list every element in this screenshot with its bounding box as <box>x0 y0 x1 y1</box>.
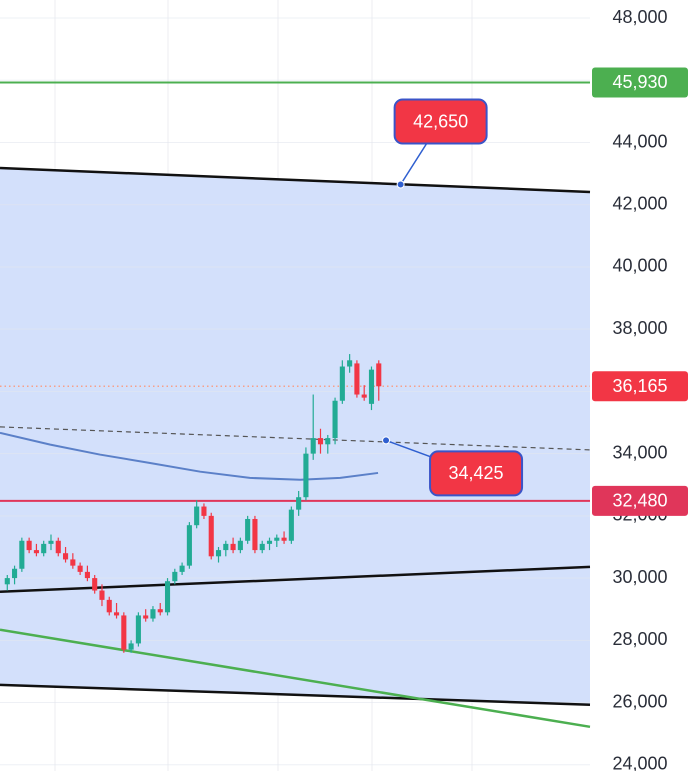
y-tick-label: 24,000 <box>612 754 667 771</box>
candle-body <box>26 540 32 551</box>
candle-body <box>128 643 134 650</box>
y-tick-label: 48,000 <box>612 7 667 27</box>
candle-body <box>317 438 324 445</box>
price-badge-label: 45,930 <box>612 72 667 92</box>
callout-box <box>393 98 488 145</box>
candle-body <box>215 550 222 557</box>
candle-body <box>150 609 156 619</box>
candle-body <box>296 497 302 510</box>
candle-body <box>179 565 185 572</box>
candle-body <box>70 559 76 566</box>
candle-body <box>55 540 61 554</box>
y-tick-label: 44,000 <box>612 131 667 151</box>
trend-line <box>0 628 591 729</box>
candle-body <box>259 543 265 551</box>
candle-body <box>339 366 345 401</box>
channel-line <box>0 166 591 194</box>
callout-anchor <box>382 436 391 445</box>
candle-body <box>164 581 171 613</box>
candle-body <box>77 565 83 572</box>
candle-body <box>303 453 309 498</box>
candle-body <box>121 615 127 650</box>
candle-body <box>288 509 294 541</box>
candle-body <box>376 363 382 387</box>
candle-body <box>245 518 251 541</box>
moving-average <box>0 431 379 481</box>
candle-body <box>230 543 236 551</box>
candle-body <box>266 540 273 544</box>
candle-body <box>361 394 367 398</box>
candle-body <box>368 369 375 404</box>
y-tick-label: 42,000 <box>612 193 667 213</box>
candle-body <box>106 599 112 613</box>
price-badge-label: 32,480 <box>612 491 667 511</box>
candle-body <box>208 515 214 557</box>
candle-body <box>252 518 258 551</box>
candle-body <box>48 540 54 544</box>
candle-body <box>113 612 120 616</box>
candle-body <box>41 543 47 554</box>
candle-body <box>63 553 69 560</box>
candle-body <box>332 400 338 439</box>
candle-body <box>354 363 360 395</box>
candle-body <box>99 590 105 600</box>
candle-body <box>33 550 39 554</box>
candle-body <box>347 360 353 367</box>
callout-label: 34,425 <box>449 463 504 483</box>
candle-body <box>310 438 316 454</box>
callout-box <box>429 450 524 497</box>
channel-line <box>0 683 591 706</box>
candle-body <box>194 506 200 526</box>
callout-label: 42,650 <box>413 111 468 131</box>
candle-body <box>135 615 141 644</box>
trend-line <box>0 565 591 594</box>
candle-body <box>201 506 207 516</box>
candle-body <box>4 578 10 585</box>
y-tick-label: 26,000 <box>612 691 667 711</box>
y-tick-label: 40,000 <box>612 256 667 276</box>
candle-body <box>172 571 178 582</box>
price-badge-label: 36,165 <box>612 376 667 396</box>
candle-body <box>223 543 229 551</box>
candle-body <box>274 537 280 541</box>
candle-body <box>325 438 331 445</box>
candle-body <box>237 540 243 551</box>
y-tick-label: 38,000 <box>612 318 667 338</box>
candle-body <box>143 615 149 619</box>
candle-body <box>186 525 192 566</box>
y-tick-label: 30,000 <box>612 567 667 587</box>
candle-body <box>12 568 18 579</box>
candle-body <box>84 571 90 579</box>
candle-body <box>92 578 98 591</box>
candle-body <box>157 609 163 613</box>
price-badge <box>592 67 688 98</box>
price-badge <box>592 485 688 516</box>
y-tick-label: 28,000 <box>612 629 667 649</box>
y-tick-label: 34,000 <box>612 442 667 462</box>
channel-fill <box>0 168 590 705</box>
price-badge <box>592 371 688 402</box>
callout-anchor <box>396 180 405 189</box>
candle-body <box>19 540 25 569</box>
candle-body <box>281 537 287 541</box>
